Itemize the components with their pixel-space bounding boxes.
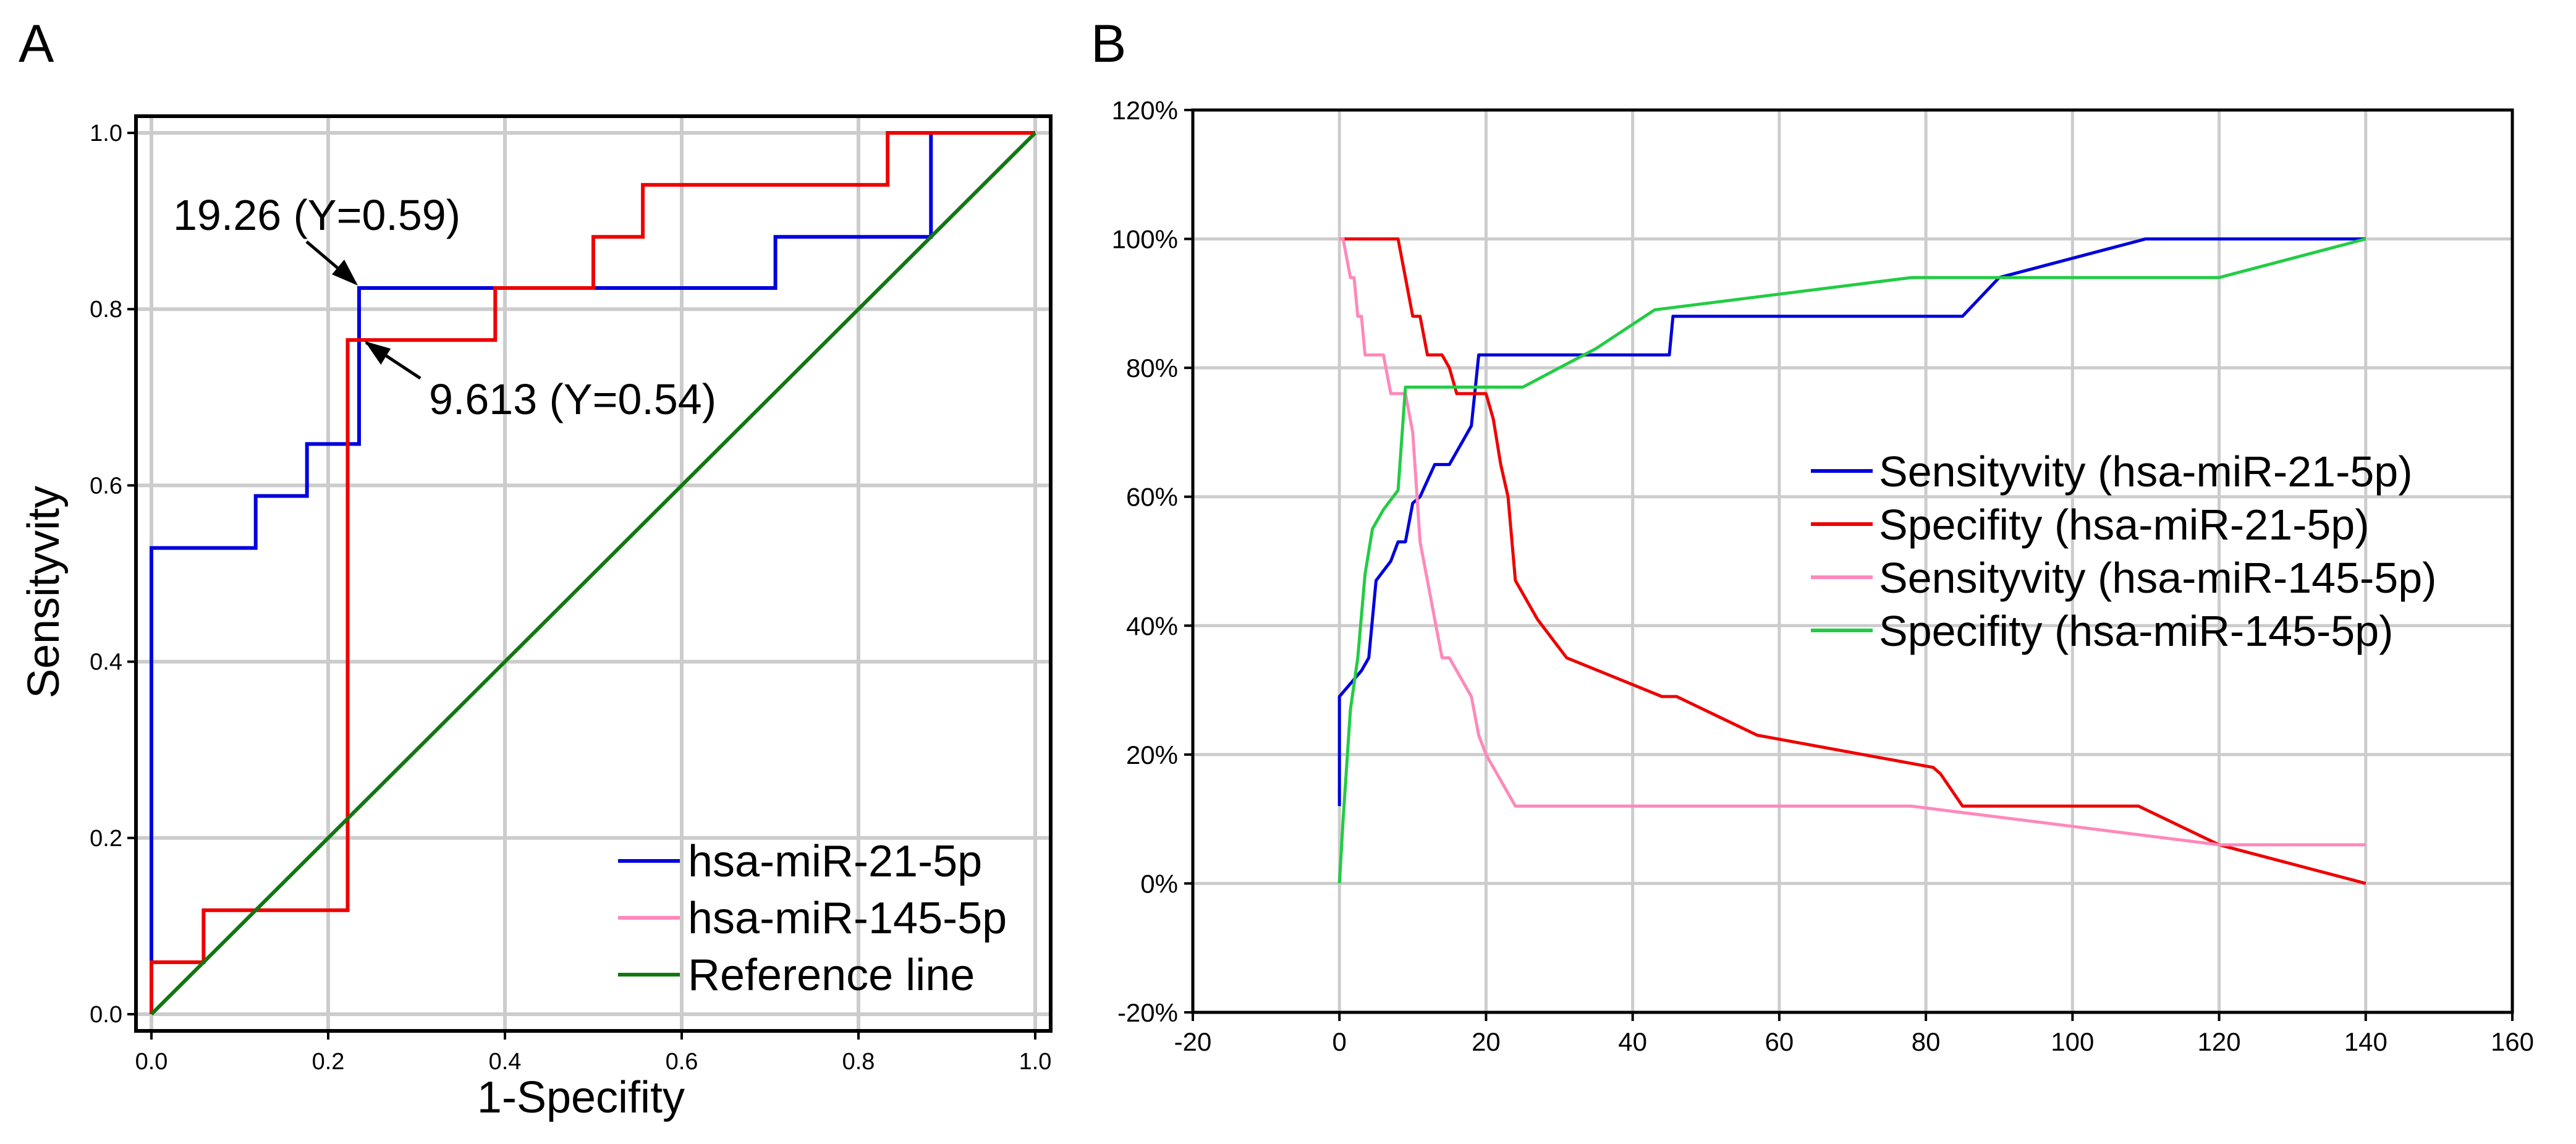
panel-a-series-hsa-mir-145-5p (150, 131, 1035, 1014)
panel-b-y-tick-label: 80% (1126, 354, 1178, 383)
panel-b-x-tick-label: 140 (2344, 1027, 2387, 1056)
panel-a-series (150, 131, 1037, 1016)
panel-a-annotation-label: 19.26 (Y=0.59) (173, 191, 460, 239)
panel-a-annotation-label: 9.613 (Y=0.54) (429, 375, 716, 423)
panel-a-annotation-arrowhead (332, 259, 358, 286)
panel-b-series-sensityvity-hsa-mir-21-5p (1337, 237, 2366, 807)
panel-b-x-tick-label: -20 (1174, 1027, 1212, 1056)
panel-b-y-tick-label: 0% (1140, 869, 1178, 898)
panel-a-x-axis-label: 1-Specifity (477, 1073, 685, 1122)
panel-a-y-tick-label: 0.6 (90, 473, 122, 499)
panel-a-y-axis-label: Sensityvity (19, 486, 69, 698)
panel-a-roc-chart: A 0.0 0.2 0.4 0.6 0.8 1.0 0.00.20.40.60.81.0 … (19, 14, 1053, 1122)
panel-b-y-tick-label: 100% (1112, 225, 1178, 254)
panel-a-x-tick-label: 0.4 (489, 1049, 522, 1075)
panel-b-x-tick-label: 80 (1912, 1027, 1941, 1056)
panel-a-x-tick-label: 0.6 (666, 1049, 698, 1075)
panel-b-x-tick-label: 160 (2491, 1027, 2534, 1056)
panel-a-y-tick-label: 0.0 (90, 1002, 122, 1028)
panel-b-series-sensityvity-hsa-mir-145-5p (1339, 237, 2366, 847)
panel-a-legend-label: hsa-miR-145-5p (688, 894, 1007, 943)
panel-b-y-ticks: -20% 0% 20% 40% 60% 80% 100% 120% (1112, 96, 1193, 1027)
panel-a-y-tick-label: 0.4 (90, 650, 122, 676)
panel-b-series-specifity-hsa-mir-21-5p (1339, 237, 2366, 885)
panel-a-grid (136, 116, 1051, 1031)
panel-b-x-tick-label: 40 (1618, 1027, 1647, 1056)
panel-b-series (1337, 237, 2366, 885)
panel-a-annotations: 19.26 (Y=0.59) 9.613 (Y=0.54) (173, 191, 716, 423)
panel-b-series-specifity-hsa-mir-145-5p (1337, 237, 2366, 884)
panel-b-legend-label: Specifity (hsa-miR-145-5p) (1879, 607, 2393, 655)
panel-a-legend-label: Reference line (688, 951, 975, 1000)
panel-b-x-tick-label: 100 (2051, 1027, 2094, 1056)
panel-a-y-tick-label: 0.2 (90, 826, 122, 852)
panel-a-annotation-arrowhead (365, 341, 391, 365)
panel-b-y-tick-label: 40% (1126, 611, 1178, 640)
panel-b-y-tick-label: -20% (1117, 998, 1178, 1027)
panel-a-y-tick-label: 0.8 (90, 297, 122, 323)
panel-b-x-ticks: -20 0 20 40 60 80 100 120 140 160 (1174, 1012, 2534, 1056)
panel-b-y-tick-label: 60% (1126, 483, 1178, 512)
panel-a-legend: hsa-miR-21-5p hsa-miR-145-5p Reference lin… (618, 837, 1007, 1000)
panel-b-y-tick-label: 120% (1112, 96, 1178, 125)
panel-a-plot-frame (134, 114, 1053, 1033)
panel-a-x-tick-label: 0.2 (312, 1049, 345, 1075)
panel-b-y-tick-label: 20% (1126, 740, 1178, 769)
panel-b-x-tick-label: 20 (1472, 1027, 1501, 1056)
panel-a-series-reference-line (150, 131, 1037, 1016)
panel-b-x-tick-label: 60 (1765, 1027, 1794, 1056)
panel-a-x-tick-label: 1.0 (1019, 1049, 1052, 1075)
panel-a-x-tick-label: 0.8 (842, 1049, 875, 1075)
panel-b-x-tick-label: 0 (1332, 1027, 1347, 1056)
panel-a-y-ticks: 0.0 0.2 0.4 0.6 0.8 1.0 (90, 121, 136, 1028)
panel-a-x-ticks: 0.0 0.2 0.4 0.6 0.8 1.0 (135, 1031, 1052, 1075)
panel-b-legend-label: Sensityvity (hsa-miR-21-5p) (1879, 447, 2413, 496)
panel-b-x-tick-label: 120 (2198, 1027, 2241, 1056)
panel-a-legend-label: hsa-miR-21-5p (688, 837, 982, 886)
panel-b-label: B (1091, 14, 1126, 74)
panel-b-legend-label: Specifity (hsa-miR-21-5p) (1879, 501, 2370, 549)
panel-a-y-tick-label: 1.0 (90, 121, 122, 146)
panel-b-sensitivity-specificity-chart: B -20 0 20 40 60 80 100 120 140 160 -20% 0% 20% 40% 6… (1091, 14, 2534, 1056)
panel-b-legend: Sensityvity (hsa-miR-21-5p) Specifity (hs… (1811, 447, 2436, 655)
panel-a-x-tick-label: 0.0 (135, 1049, 168, 1075)
panel-b-plot-frame (1191, 108, 2514, 1014)
panel-a-label: A (19, 14, 54, 74)
panel-b-legend-label: Sensityvity (hsa-miR-145-5p) (1879, 554, 2436, 602)
